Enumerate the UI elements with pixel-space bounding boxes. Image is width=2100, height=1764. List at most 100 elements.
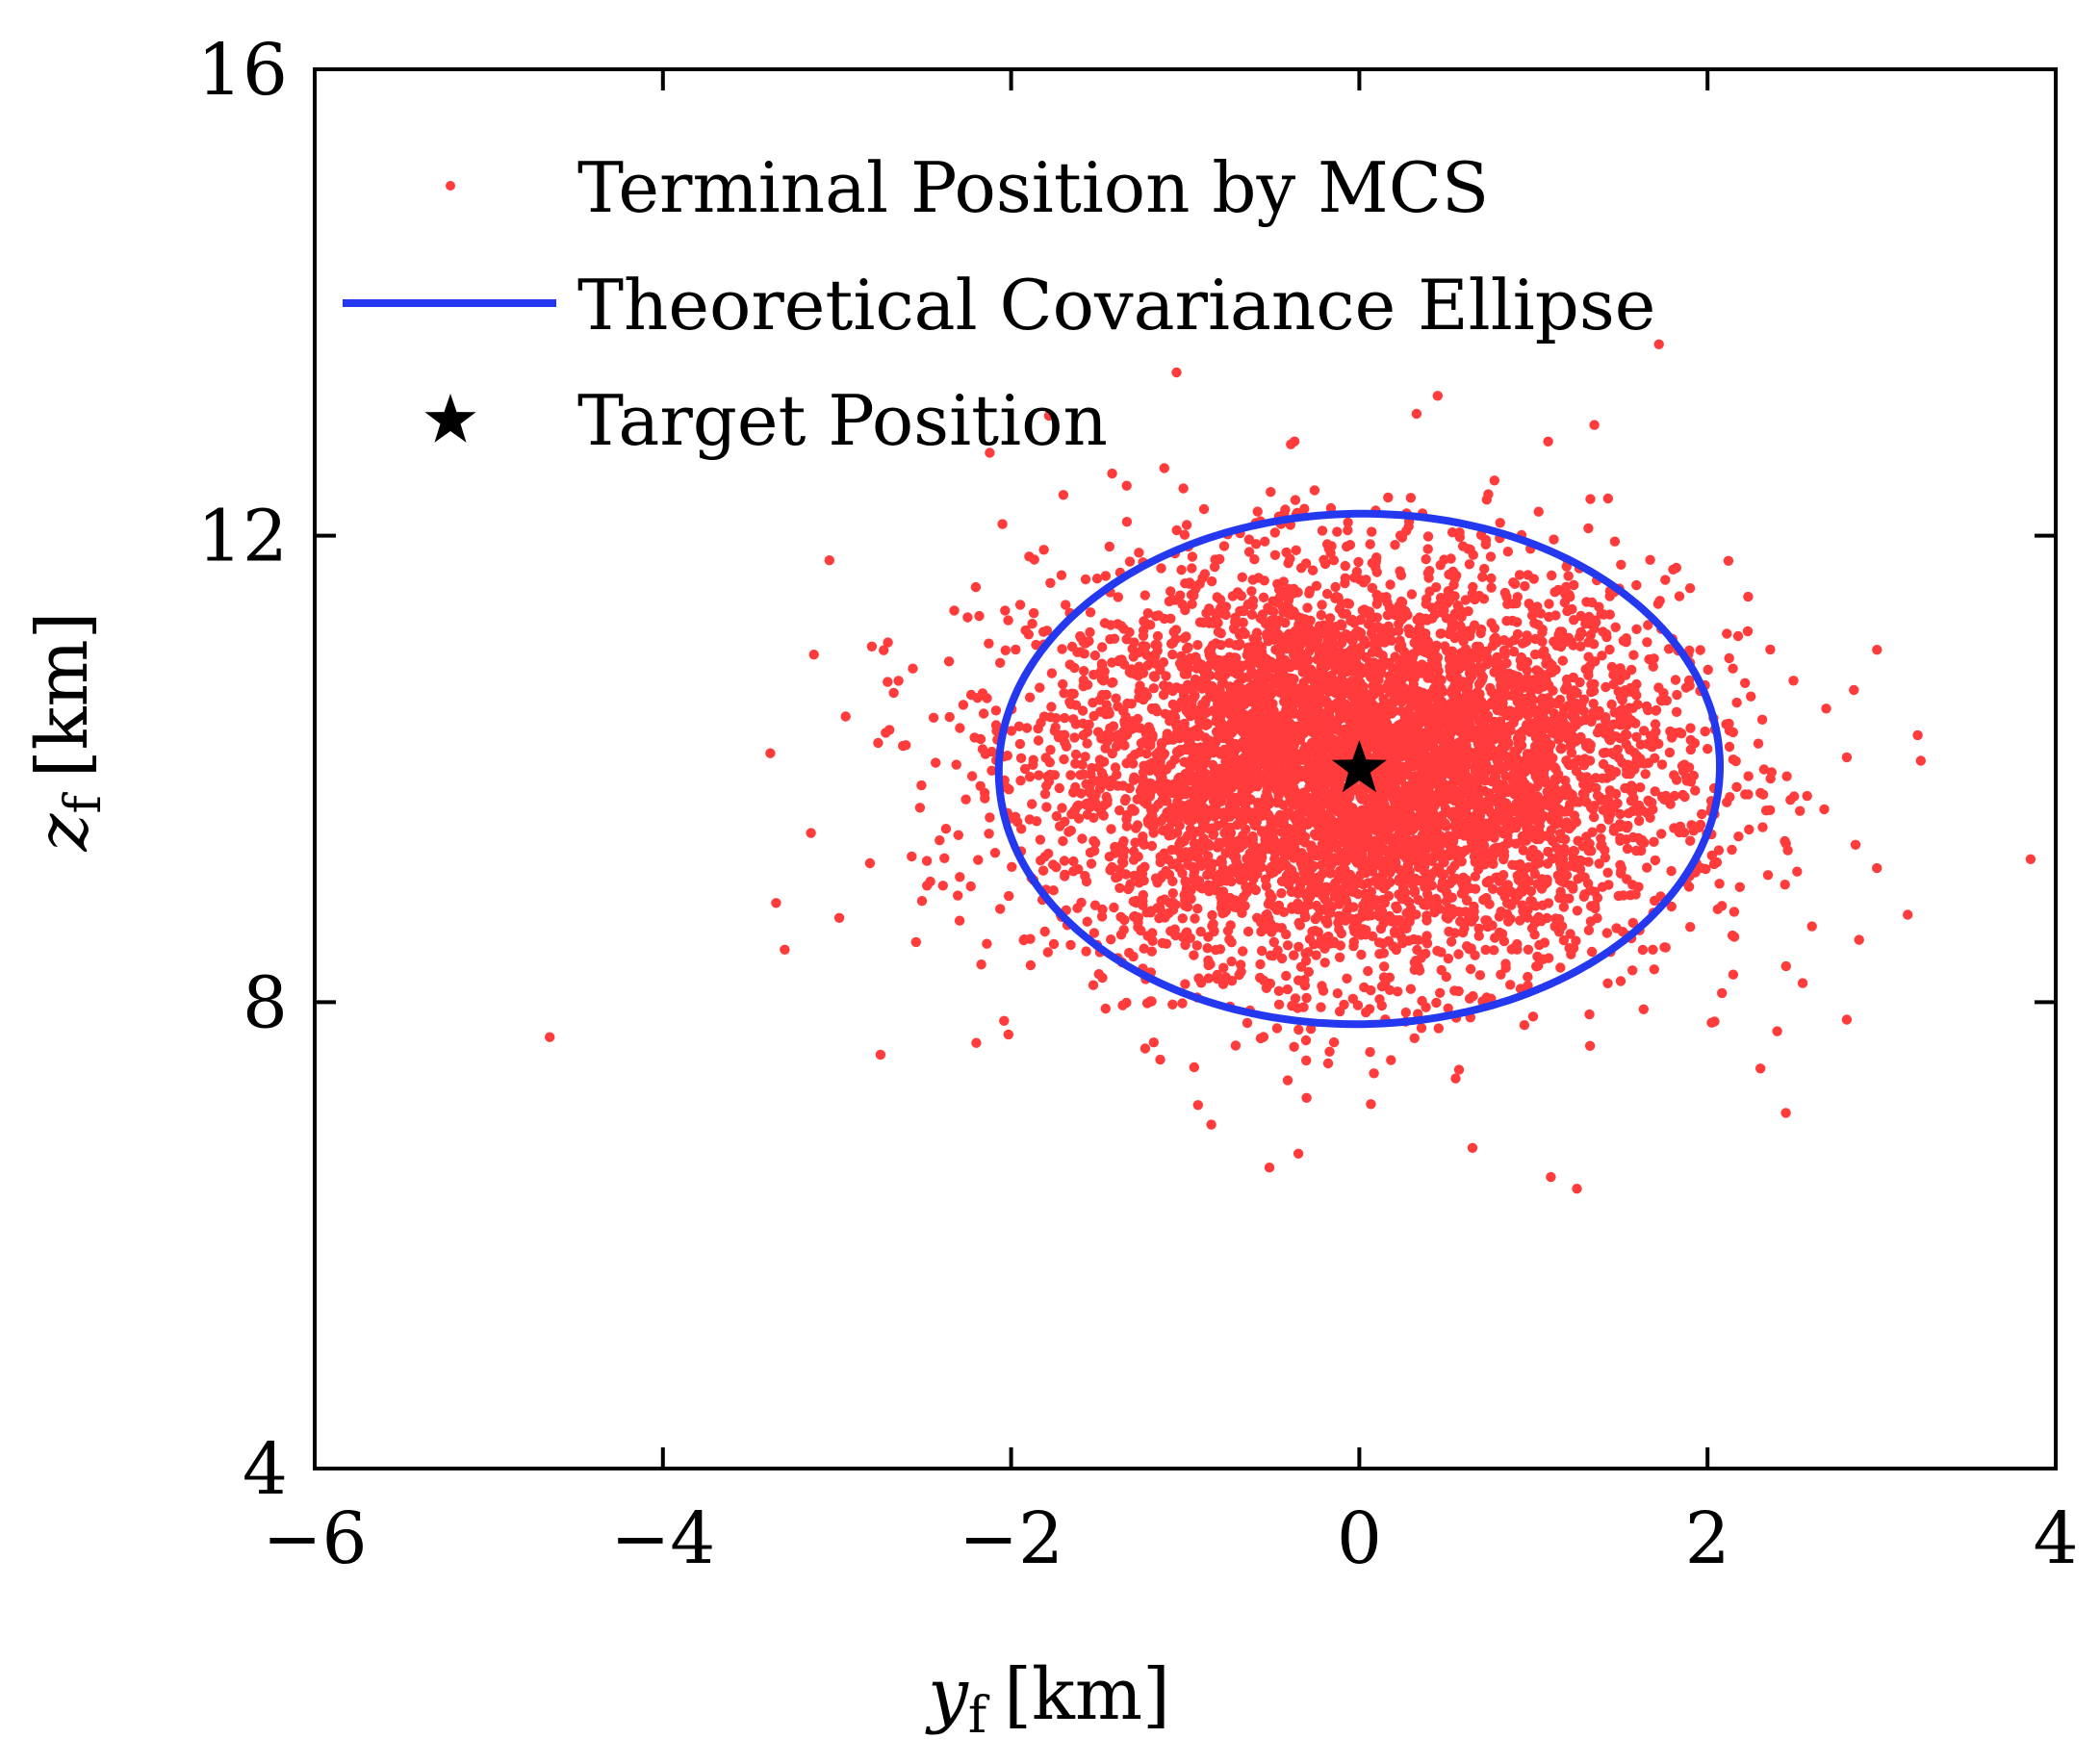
scatter-point: [1082, 738, 1092, 749]
scatter-point: [1039, 788, 1051, 800]
scatter-point: [1284, 863, 1294, 874]
scatter-point: [1453, 1064, 1465, 1075]
scatter-point: [1390, 786, 1400, 797]
scatter-point: [1328, 555, 1340, 566]
scatter-point: [1111, 693, 1121, 703]
scatter-point: [1100, 1003, 1112, 1014]
scatter-point: [1156, 563, 1166, 574]
scatter-point: [1780, 838, 1791, 849]
scatter-point: [1600, 853, 1611, 863]
scatter-point: [1617, 927, 1628, 937]
scatter-point: [1166, 638, 1177, 650]
scatter-point: [1360, 888, 1370, 900]
scatter-point: [1121, 480, 1132, 491]
scatter-point: [1731, 781, 1742, 792]
scatter-point: [1685, 922, 1696, 933]
scatter-point: [1070, 749, 1082, 760]
scatter-point: [1075, 647, 1087, 657]
scatter-point: [1241, 824, 1251, 834]
scatter-point: [1549, 774, 1561, 784]
scatter-point: [1443, 1003, 1453, 1014]
scatter-point: [1227, 863, 1238, 874]
scatter-point: [1700, 726, 1710, 737]
scatter-point: [1201, 607, 1212, 619]
scatter-point: [1024, 772, 1036, 782]
scatter-point: [1630, 845, 1642, 856]
scatter-point: [1073, 813, 1085, 824]
scatter-point: [1610, 622, 1621, 632]
scatter-point: [1004, 890, 1014, 902]
scatter-point: [1553, 913, 1565, 925]
scatter-point: [1059, 712, 1070, 724]
scatter-point: [1282, 940, 1293, 951]
scatter-point: [1066, 688, 1077, 699]
scatter-point: [1106, 824, 1116, 834]
scatter-point: [1675, 821, 1686, 831]
scatter-point: [1378, 948, 1390, 959]
scatter-point: [1143, 791, 1154, 803]
scatter-point: [1525, 849, 1536, 859]
scatter-point: [1423, 661, 1435, 672]
scatter-point: [1324, 613, 1336, 624]
scatter-point: [1079, 666, 1089, 677]
scatter-point: [1152, 630, 1164, 642]
scatter-point: [1046, 668, 1058, 678]
scatter-point: [1515, 915, 1525, 926]
scatter-point: [1262, 786, 1272, 798]
scatter-point: [1854, 934, 1864, 945]
scatter-point: [922, 881, 933, 891]
scatter-point: [1575, 677, 1585, 688]
scatter-point: [1059, 688, 1069, 699]
scatter-point: [1242, 712, 1253, 723]
scatter-point: [1282, 1075, 1293, 1086]
scatter-point: [1283, 558, 1293, 569]
scatter-point: [975, 733, 986, 745]
scatter-point: [1609, 536, 1621, 547]
scatter-point: [1316, 859, 1327, 871]
scatter-point: [1260, 536, 1270, 547]
scatter-point: [1273, 985, 1285, 997]
scatter-point: [1198, 759, 1209, 770]
scatter-point: [1534, 857, 1545, 868]
scatter-point: [1501, 658, 1512, 669]
scatter-point: [1760, 805, 1772, 816]
scatter-point: [1104, 708, 1114, 719]
scatter-point: [1523, 944, 1534, 955]
scatter-point: [1206, 575, 1217, 587]
scatter-point: [1431, 997, 1442, 1009]
scatter-point: [1301, 992, 1312, 1004]
scatter-point: [1386, 1055, 1396, 1065]
scatter-point: [1465, 963, 1476, 975]
scatter-point: [1340, 573, 1351, 583]
scatter-point: [1432, 945, 1443, 957]
scatter-point: [1160, 786, 1170, 797]
scatter-point: [1113, 592, 1124, 602]
scatter-point: [1050, 722, 1061, 732]
scatter-point: [1211, 944, 1221, 956]
scatter-point: [1394, 876, 1404, 886]
scatter-point: [1265, 863, 1275, 875]
scatter-point: [1439, 554, 1449, 565]
scatter-point: [1109, 902, 1119, 913]
scatter-point: [1410, 876, 1421, 886]
scatter-point: [1119, 659, 1130, 670]
scatter-point: [1460, 595, 1472, 605]
scatter-point: [1697, 808, 1707, 820]
scatter-point: [1291, 545, 1301, 555]
scatter-point: [1468, 550, 1479, 560]
scatter-point: [1454, 527, 1465, 538]
scatter-point: [1523, 971, 1533, 983]
scatter-point: [1560, 775, 1571, 786]
scatter-point: [1307, 926, 1318, 937]
scatter-point: [939, 853, 950, 863]
scatter-point: [1209, 561, 1220, 573]
scatter-point: [916, 896, 928, 907]
scatter-point: [1199, 857, 1210, 868]
scatter-point: [1167, 897, 1179, 908]
scatter-point: [1628, 650, 1639, 660]
scatter-point: [1025, 959, 1037, 971]
scatter-point: [1405, 984, 1417, 994]
scatter-point: [1376, 626, 1388, 637]
scatter-point: [1028, 754, 1038, 765]
scatter-point: [1115, 911, 1126, 922]
